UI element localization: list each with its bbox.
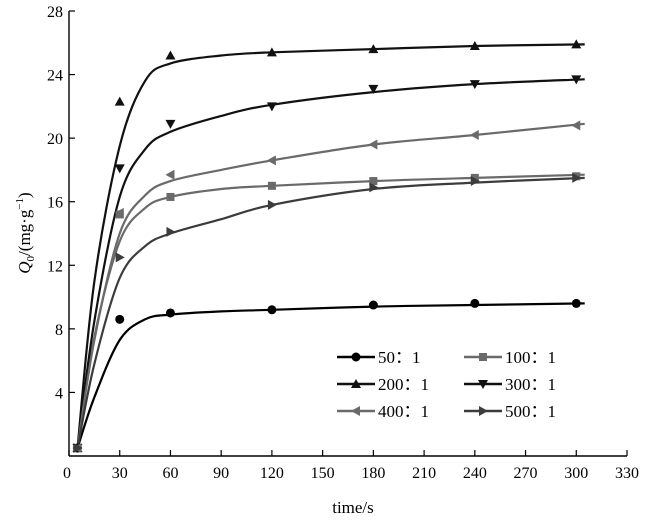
x-tick-label: 210: [412, 465, 436, 482]
legend-item: 200：1: [337, 375, 429, 394]
y-tick-label: 28: [47, 4, 63, 21]
series-3-point: [165, 50, 176, 60]
legend-marker: [351, 379, 361, 388]
series-5-point: [571, 120, 581, 131]
series-3-line: [76, 43, 585, 449]
x-tick-label: 90: [213, 465, 229, 482]
y-tick-label: 4: [55, 385, 63, 402]
x-tick-label: 0: [63, 465, 71, 482]
series-3-point: [114, 96, 125, 106]
y-tick-label: 20: [47, 131, 63, 148]
x-tick-label: 330: [615, 465, 639, 482]
series-6-point: [73, 443, 83, 454]
legend-item: 400：1: [337, 402, 429, 421]
legend-label: 400：1: [378, 402, 429, 421]
x-tick-label: 120: [260, 465, 284, 482]
y-tick-label: 16: [47, 195, 63, 212]
legend-item: 100：1: [464, 348, 556, 367]
series-3-point: [571, 39, 582, 49]
y-axis-title-close: ): [15, 192, 34, 198]
series-4-point: [469, 80, 480, 90]
series-5-point: [165, 169, 175, 180]
y-axis-title: Q0/(mg·g−1): [14, 192, 37, 273]
x-tick-label: 240: [463, 465, 487, 482]
legend-marker: [351, 352, 361, 362]
legend-label: 200：1: [378, 375, 429, 394]
legend-marker: [351, 406, 360, 416]
series-2-point: [369, 177, 378, 186]
series-4-point: [368, 84, 379, 94]
x-axis-title: time/s: [332, 498, 374, 517]
series-6-point: [166, 226, 176, 237]
x-tick-label: 30: [112, 465, 128, 482]
series-1-point: [267, 305, 277, 315]
series-2-point: [470, 173, 479, 182]
series-1-point: [165, 308, 175, 318]
series-3-point: [266, 47, 277, 57]
series-5-line: [76, 122, 585, 449]
series-1-point: [470, 298, 480, 308]
y-axis-title-rest: /(mg·g: [15, 209, 34, 256]
x-tick-label: 150: [311, 465, 335, 482]
legend-label: 300：1: [505, 375, 556, 394]
legend-item: 300：1: [464, 375, 556, 394]
series-1-point: [368, 300, 378, 310]
series-3-point: [368, 44, 379, 54]
x-tick-label: 300: [564, 465, 588, 482]
legend-label: 50：1: [378, 348, 421, 367]
x-tick-label: 180: [361, 465, 385, 482]
series-4-point: [165, 119, 176, 129]
legend-label: 100：1: [505, 348, 556, 367]
series-5-point: [469, 129, 479, 140]
data-markers: [72, 39, 582, 454]
series-1-line: [76, 302, 585, 449]
series-4-point: [571, 75, 582, 85]
legend-marker: [479, 353, 487, 361]
legend-marker: [478, 380, 488, 389]
series-3-point: [469, 40, 480, 50]
y-axis-title-sup: −1: [14, 198, 26, 210]
series-2-point: [267, 181, 276, 190]
series-1-point: [115, 314, 125, 324]
series-5-point: [114, 207, 124, 218]
legend-item: 50：1: [337, 348, 421, 367]
series-4-point: [266, 102, 277, 112]
series-6-point: [470, 176, 480, 187]
x-tick-label: 60: [162, 465, 178, 482]
legend: 50：1 100：1 200：1 300：1 400：1 500：1: [337, 348, 556, 421]
y-tick-label: 8: [55, 322, 63, 339]
axes: [68, 10, 628, 457]
series-2-point: [166, 192, 175, 201]
series-4-point: [114, 164, 125, 174]
legend-marker: [479, 406, 488, 416]
x-tick-labels: 0 30 60 90 120 150 180 210 240 270 300 330: [63, 465, 639, 482]
x-tick-label: 270: [514, 465, 538, 482]
series-6-point: [369, 182, 379, 193]
legend-item: 500：1: [464, 402, 556, 421]
series-5-point: [266, 155, 276, 166]
y-axis-title-sub: 0: [25, 255, 37, 261]
series-5-point: [368, 139, 378, 150]
series-1-point: [571, 298, 581, 308]
y-axis-title-main: Q: [15, 261, 34, 273]
series-6-line: [76, 176, 585, 449]
y-tick-label: 12: [47, 258, 63, 275]
y-tick-labels: 4 8 12 16 20 24 28: [47, 4, 63, 402]
legend-label: 500：1: [505, 402, 556, 421]
series-6-point: [115, 252, 125, 263]
series-4-line: [76, 78, 585, 449]
fit-curves: [76, 43, 585, 449]
y-tick-label: 24: [47, 68, 63, 85]
series-6-point: [572, 172, 582, 183]
series-6-point: [267, 199, 277, 210]
